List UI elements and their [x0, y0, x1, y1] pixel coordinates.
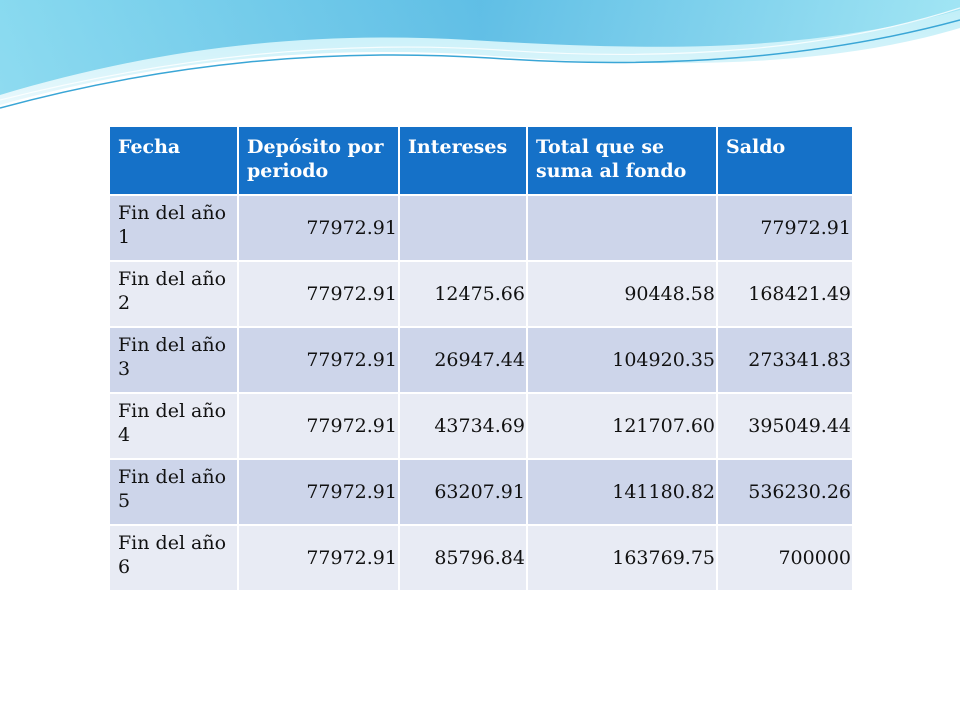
wave-accent-line [0, 19, 960, 109]
cell-saldo: 395049.44 [716, 392, 854, 460]
cell-saldo: 273341.83 [716, 326, 854, 394]
cell-fecha: Fin del año 1 [108, 194, 239, 262]
header-saldo: Saldo [716, 125, 854, 196]
cell-intereses [398, 194, 528, 262]
cell-intereses: 63207.91 [398, 458, 528, 526]
savings-fund-table: Fecha Depósito por periodo Intereses Tot… [108, 125, 854, 592]
cell-deposito: 77972.91 [237, 458, 400, 526]
header-deposito: Depósito por periodo [237, 125, 400, 196]
table-row: Fin del año 4 77972.91 43734.69 121707.6… [108, 392, 854, 460]
cell-intereses: 85796.84 [398, 524, 528, 592]
cell-saldo: 536230.26 [716, 458, 854, 526]
cell-deposito: 77972.91 [237, 524, 400, 592]
savings-fund-table-container: Fecha Depósito por periodo Intereses Tot… [108, 125, 854, 592]
cell-fecha: Fin del año 3 [108, 326, 239, 394]
cell-fecha: Fin del año 4 [108, 392, 239, 460]
table-row: Fin del año 3 77972.91 26947.44 104920.3… [108, 326, 854, 394]
cell-fecha: Fin del año 6 [108, 524, 239, 592]
cell-intereses: 12475.66 [398, 260, 528, 328]
wave-accent-line-2 [0, 7, 960, 101]
cell-intereses: 26947.44 [398, 326, 528, 394]
cell-total: 90448.58 [526, 260, 718, 328]
wave-main-band [0, 0, 960, 95]
header-total: Total que se suma al fondo [526, 125, 718, 196]
cell-deposito: 77972.91 [237, 194, 400, 262]
cell-total: 104920.35 [526, 326, 718, 394]
cell-saldo: 700000 [716, 524, 854, 592]
cell-deposito: 77972.91 [237, 392, 400, 460]
table-row: Fin del año 6 77972.91 85796.84 163769.7… [108, 524, 854, 592]
cell-total: 141180.82 [526, 458, 718, 526]
cell-fecha: Fin del año 2 [108, 260, 239, 328]
table-header-row: Fecha Depósito por periodo Intereses Tot… [108, 125, 854, 196]
cell-fecha: Fin del año 5 [108, 458, 239, 526]
cell-saldo: 168421.49 [716, 260, 854, 328]
header-fecha: Fecha [108, 125, 239, 196]
cell-deposito: 77972.91 [237, 326, 400, 394]
table-row: Fin del año 2 77972.91 12475.66 90448.58… [108, 260, 854, 328]
cell-deposito: 77972.91 [237, 260, 400, 328]
table-row: Fin del año 1 77972.91 77972.91 [108, 194, 854, 262]
header-intereses: Intereses [398, 125, 528, 196]
cell-saldo: 77972.91 [716, 194, 854, 262]
cell-total [526, 194, 718, 262]
cell-total: 121707.60 [526, 392, 718, 460]
table-row: Fin del año 5 77972.91 63207.91 141180.8… [108, 458, 854, 526]
cell-intereses: 43734.69 [398, 392, 528, 460]
cell-total: 163769.75 [526, 524, 718, 592]
